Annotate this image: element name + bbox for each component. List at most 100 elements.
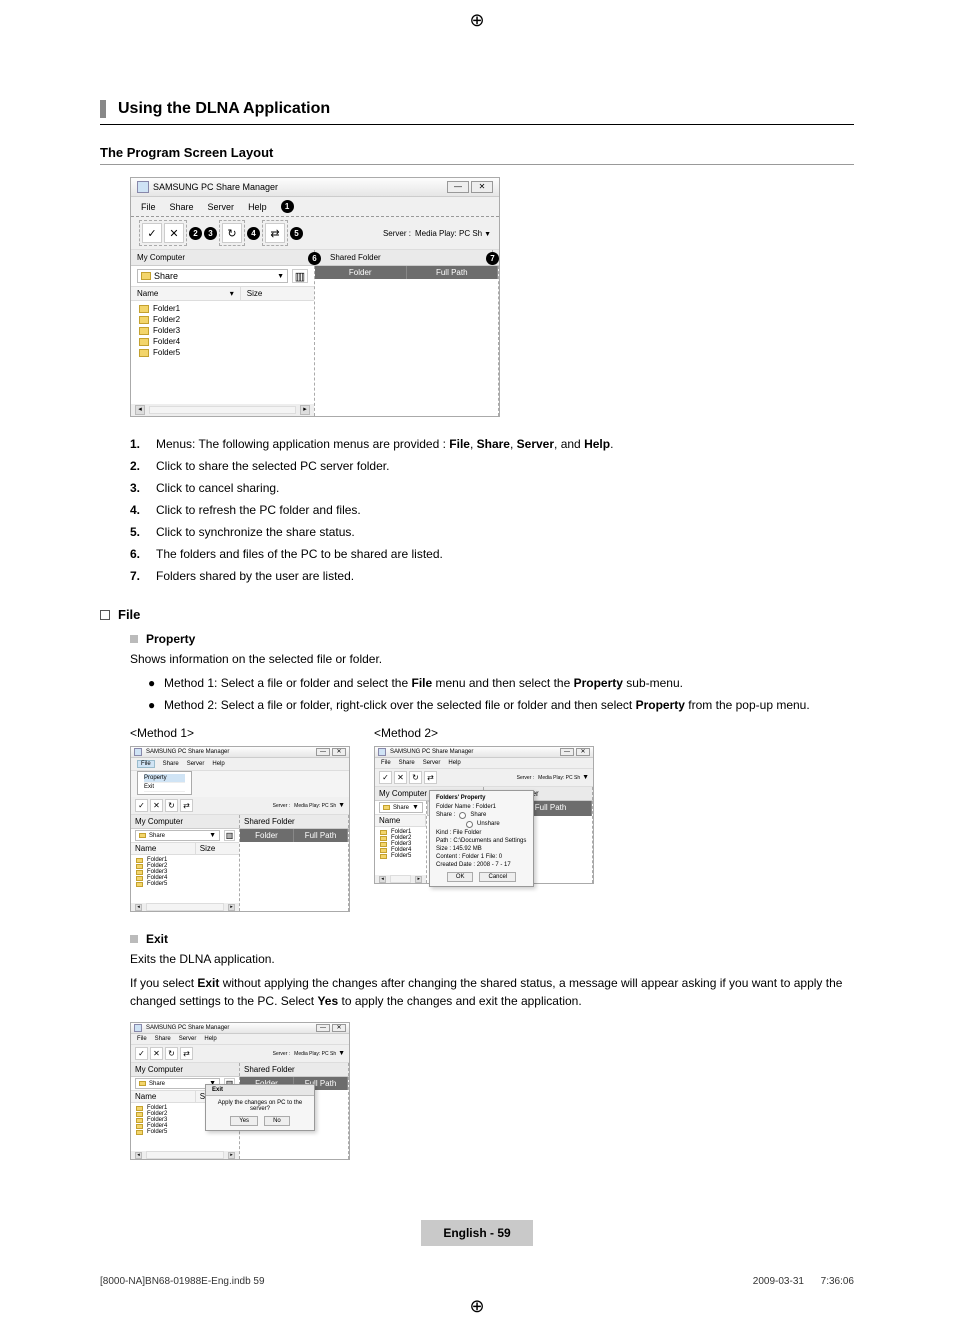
sync-icon[interactable]: ⇄ — [265, 223, 285, 243]
col-name[interactable]: Name — [131, 1091, 196, 1102]
menu-file[interactable]: File — [137, 1036, 147, 1042]
dialog-title: Folders' Property — [436, 795, 527, 801]
menu-file[interactable]: File — [381, 760, 391, 766]
share-icon[interactable]: ✓ — [379, 771, 392, 784]
browse-icon[interactable]: ▥ — [224, 830, 235, 841]
unshare-icon[interactable]: ✕ — [150, 1047, 163, 1060]
right-panel-title: Shared Folder — [330, 253, 381, 262]
server-dropdown[interactable]: Media Play: PC Sh — [415, 229, 491, 238]
refresh-icon[interactable]: ↻ — [222, 223, 242, 243]
refresh-icon[interactable]: ↻ — [165, 1047, 178, 1060]
server-dropdown[interactable]: Media Play: PC Sh — [294, 1050, 345, 1057]
share-dropdown[interactable]: Share — [135, 830, 220, 841]
list-item[interactable]: Folder1 — [131, 303, 314, 314]
col-name[interactable]: Name — [131, 843, 196, 854]
app-title: SAMSUNG PC Share Manager — [153, 182, 278, 192]
sync-icon[interactable]: ⇄ — [424, 771, 437, 784]
unshare-icon[interactable]: ✕ — [150, 799, 163, 812]
yes-button[interactable]: Yes — [230, 1116, 258, 1126]
minimize-button[interactable]: — — [447, 181, 469, 193]
col-size[interactable]: Size — [241, 287, 314, 300]
col-folder[interactable]: Folder — [315, 266, 407, 279]
share-icon[interactable]: ✓ — [135, 799, 148, 812]
right-panel-title: Shared Folder — [244, 1065, 295, 1074]
menu-help[interactable]: Help — [248, 202, 267, 212]
menubar: File Share Server Help 1 — [131, 197, 499, 217]
col-size[interactable]: Size — [196, 843, 239, 854]
server-dropdown[interactable]: Media Play: PC Sh — [538, 774, 589, 781]
page-footer: English - 59 — [100, 1220, 854, 1246]
doc-timestamp: 2009-03-31 7:36:06 — [753, 1276, 854, 1287]
refresh-icon[interactable]: ↻ — [409, 771, 422, 784]
sync-icon[interactable]: ⇄ — [180, 1047, 193, 1060]
doc-name: [8000-NA]BN68-01988E-Eng.indb 59 — [100, 1276, 265, 1287]
ok-button[interactable]: OK — [447, 872, 474, 882]
list-item[interactable]: Folder5 — [375, 853, 426, 859]
menu-share[interactable]: Share — [399, 760, 415, 766]
scroll-left-icon[interactable]: ◂ — [135, 405, 145, 415]
toolbar: ✓ ✕ 2 3 ↻ 4 ⇄ 5 Server : Media Play: PC … — [131, 217, 499, 250]
col-fullpath[interactable]: Full Path — [407, 266, 499, 279]
share-icon[interactable]: ✓ — [142, 223, 162, 243]
list-item[interactable]: Folder4 — [131, 336, 314, 347]
menu-server[interactable]: Server — [208, 202, 235, 212]
menu-server[interactable]: Server — [179, 1036, 197, 1042]
list-num: 1. — [130, 437, 146, 451]
close-button[interactable]: ✕ — [471, 181, 493, 193]
scrollbar[interactable]: ◂ ▸ — [131, 404, 314, 416]
col-name[interactable]: Name ▾ — [131, 287, 241, 300]
menu-server[interactable]: Server — [187, 761, 205, 767]
menu-server[interactable]: Server — [423, 760, 441, 766]
badge-6: 6 — [308, 252, 321, 265]
minimize-button[interactable]: — — [316, 748, 330, 756]
menu-share[interactable]: Share — [170, 202, 194, 212]
accent-bar — [100, 100, 106, 118]
col-folder[interactable]: Folder — [240, 829, 294, 842]
radio-share[interactable] — [459, 812, 466, 819]
dialog-row: Share : Share — [436, 812, 527, 819]
menu-help[interactable]: Help — [448, 760, 460, 766]
radio-unshare[interactable] — [466, 821, 473, 828]
share-icon[interactable]: ✓ — [135, 1047, 148, 1060]
minimize-button[interactable]: — — [560, 748, 574, 756]
list-item[interactable]: Folder5 — [131, 347, 314, 358]
app-window-main: SAMSUNG PC Share Manager — ✕ File Share … — [130, 177, 500, 417]
close-button[interactable]: ✕ — [576, 748, 590, 756]
badge-5: 5 — [290, 227, 303, 240]
sync-icon[interactable]: ⇄ — [180, 799, 193, 812]
menu-help[interactable]: Help — [212, 761, 224, 767]
list-item[interactable]: Folder5 — [131, 881, 239, 887]
badge-7: 7 — [486, 252, 499, 265]
shared-list-empty — [315, 279, 498, 416]
dialog-row: Unshare — [466, 821, 527, 828]
browse-icon[interactable]: ▥ — [292, 269, 308, 283]
no-button[interactable]: No — [264, 1116, 290, 1126]
close-button[interactable]: ✕ — [332, 1024, 346, 1032]
share-dropdown[interactable]: Share — [137, 269, 288, 283]
scroll-right-icon[interactable]: ▸ — [300, 405, 310, 415]
col-name[interactable]: Name — [375, 815, 426, 826]
minimize-button[interactable]: — — [316, 1024, 330, 1032]
col-fullpath[interactable]: Full Path — [294, 829, 348, 842]
unshare-icon[interactable]: ✕ — [164, 223, 184, 243]
menu-share[interactable]: Share — [155, 1036, 171, 1042]
menu-file[interactable]: File — [137, 760, 155, 768]
cancel-button[interactable]: Cancel — [479, 872, 516, 882]
menu-help[interactable]: Help — [204, 1036, 216, 1042]
file-list: Folder1 Folder2 Folder3 Folder4 Folder5 — [131, 301, 314, 404]
scroll-track[interactable] — [149, 406, 296, 414]
list-text: Click to synchronize the share status. — [156, 525, 355, 539]
close-button[interactable]: ✕ — [332, 748, 346, 756]
list-item[interactable]: Folder3 — [131, 325, 314, 336]
exit-screenshot-wrap: SAMSUNG PC Share Manager—✕ File Share Se… — [130, 1022, 854, 1160]
menu-share[interactable]: Share — [163, 761, 179, 767]
server-dropdown[interactable]: Media Play: PC Sh — [294, 802, 345, 809]
share-dropdown[interactable]: Share — [379, 802, 423, 813]
server-status: Server : Media Play: PC Sh — [383, 229, 491, 238]
unshare-icon[interactable]: ✕ — [394, 771, 407, 784]
menu-item-property[interactable]: Property — [144, 774, 185, 783]
list-item[interactable]: Folder2 — [131, 314, 314, 325]
menu-file[interactable]: File — [141, 202, 156, 212]
refresh-icon[interactable]: ↻ — [165, 799, 178, 812]
menu-item-exit[interactable]: Exit — [144, 783, 185, 792]
